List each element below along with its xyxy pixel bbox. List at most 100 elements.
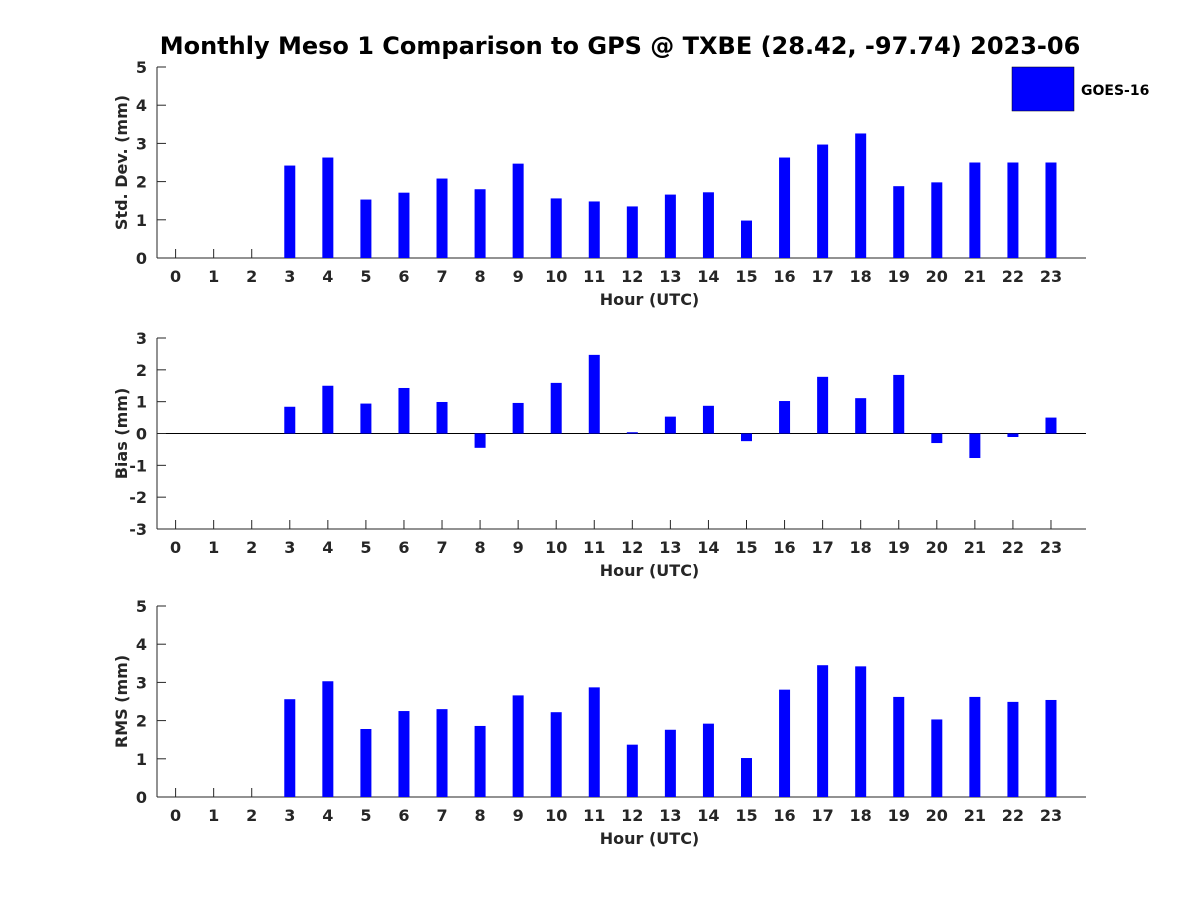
bar-hour-3 <box>284 699 296 797</box>
x-tick-label: 23 <box>1040 267 1062 286</box>
x-tick-label: 6 <box>398 538 409 557</box>
x-tick-label: 6 <box>398 267 409 286</box>
x-tick-label: 13 <box>659 267 681 286</box>
bar-hour-21 <box>969 696 981 797</box>
x-tick-label: 12 <box>621 538 643 557</box>
bar-hour-22 <box>1007 433 1019 438</box>
x-tick-label: 1 <box>208 267 219 286</box>
bar-hour-10 <box>550 382 562 434</box>
bar-hour-11 <box>588 354 600 434</box>
bar-hour-12 <box>626 744 638 797</box>
x-tick-label: 0 <box>170 806 181 825</box>
bar-hour-5 <box>360 729 372 797</box>
x-tick-label: 14 <box>697 806 719 825</box>
x-tick-label: 10 <box>545 267 567 286</box>
x-tick-label: 10 <box>545 806 567 825</box>
bar-hour-13 <box>664 194 676 258</box>
y-tick-label: 5 <box>136 597 147 616</box>
x-tick-label: 14 <box>697 538 719 557</box>
x-tick-label: 8 <box>475 538 486 557</box>
bar-hour-8 <box>474 433 486 448</box>
bar-hour-9 <box>512 163 524 258</box>
x-axis-label: Hour (UTC) <box>600 829 700 848</box>
x-tick-label: 17 <box>811 806 833 825</box>
x-tick-label: 0 <box>170 267 181 286</box>
bar-hour-5 <box>360 403 372 434</box>
x-tick-label: 15 <box>735 806 757 825</box>
y-tick-label: 4 <box>136 96 147 115</box>
y-tick-label: 1 <box>136 750 147 769</box>
x-tick-label: 10 <box>545 538 567 557</box>
bar-hour-7 <box>436 709 448 797</box>
x-tick-label: 3 <box>284 267 295 286</box>
bar-hour-22 <box>1007 162 1019 258</box>
x-tick-label: 16 <box>773 806 795 825</box>
bar-hour-23 <box>1045 162 1057 258</box>
x-tick-label: 18 <box>850 267 872 286</box>
bar-hour-19 <box>893 696 905 797</box>
x-tick-label: 4 <box>322 806 333 825</box>
bar-hour-20 <box>931 433 943 444</box>
x-tick-label: 5 <box>360 538 371 557</box>
x-tick-label: 5 <box>360 806 371 825</box>
y-tick-label: 2 <box>136 361 147 380</box>
y-tick-label: 3 <box>136 134 147 153</box>
x-tick-label: 23 <box>1040 538 1062 557</box>
bar-hour-7 <box>436 401 448 434</box>
y-axis-label: Bias (mm) <box>112 388 131 480</box>
bar-hour-19 <box>893 186 905 258</box>
bar-hour-6 <box>398 711 410 797</box>
y-tick-label: 0 <box>136 788 147 807</box>
x-tick-label: 1 <box>208 806 219 825</box>
bar-hour-10 <box>550 712 562 797</box>
bar-hour-20 <box>931 719 943 797</box>
x-tick-label: 18 <box>850 806 872 825</box>
bar-hour-20 <box>931 182 943 258</box>
x-tick-label: 12 <box>621 267 643 286</box>
x-tick-label: 19 <box>888 267 910 286</box>
x-tick-label: 19 <box>888 538 910 557</box>
x-tick-label: 3 <box>284 806 295 825</box>
bar-hour-15 <box>741 433 752 442</box>
bar-hour-4 <box>322 385 334 434</box>
bar-hour-21 <box>969 433 981 459</box>
x-tick-label: 2 <box>246 538 257 557</box>
bar-hour-11 <box>588 201 600 258</box>
x-tick-label: 9 <box>513 267 524 286</box>
bar-hour-7 <box>436 178 448 258</box>
bar-hour-18 <box>855 666 867 797</box>
x-tick-label: 13 <box>659 538 681 557</box>
bar-hour-3 <box>284 165 296 258</box>
x-tick-label: 12 <box>621 806 643 825</box>
bar-hour-6 <box>398 387 410 434</box>
x-tick-label: 11 <box>583 267 605 286</box>
bar-hour-14 <box>702 405 714 434</box>
bar-hour-9 <box>512 402 524 434</box>
x-tick-label: 1 <box>208 538 219 557</box>
x-tick-label: 21 <box>964 806 986 825</box>
x-tick-label: 21 <box>964 538 986 557</box>
x-tick-label: 16 <box>773 538 795 557</box>
x-tick-label: 7 <box>436 267 447 286</box>
bar-hour-18 <box>855 398 867 434</box>
bar-hour-5 <box>360 199 372 258</box>
x-tick-label: 6 <box>398 806 409 825</box>
x-tick-label: 2 <box>246 267 257 286</box>
x-tick-label: 8 <box>475 267 486 286</box>
x-tick-label: 19 <box>888 806 910 825</box>
x-tick-label: 7 <box>436 806 447 825</box>
y-tick-label: 5 <box>136 58 147 77</box>
bar-hour-17 <box>817 665 829 797</box>
x-axis-label: Hour (UTC) <box>600 561 700 580</box>
bar-hour-16 <box>779 401 791 434</box>
bar-hour-13 <box>664 729 676 797</box>
y-tick-label: 3 <box>136 329 147 348</box>
bar-hour-23 <box>1045 417 1057 434</box>
bar-hour-4 <box>322 681 334 797</box>
y-tick-label: -1 <box>129 456 147 475</box>
